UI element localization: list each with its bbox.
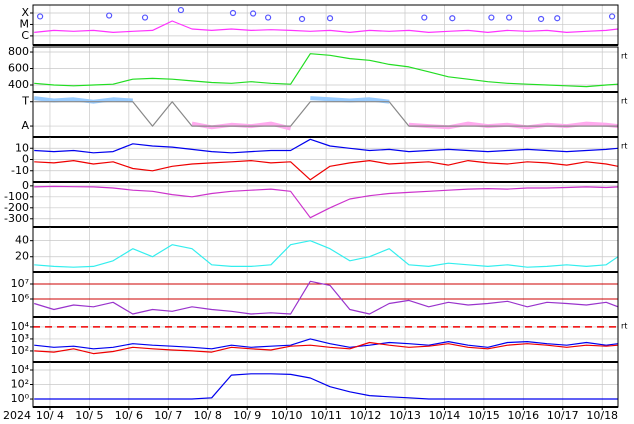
series-line [34,373,618,400]
x-tick-label: 10/ 5 [75,409,103,422]
y-tick-label: 10⁴ [11,363,30,376]
panel: AT rt [21,91,627,138]
event-marker [106,12,113,19]
event-marker [554,15,561,22]
panel-frame [32,316,619,363]
y-tick-label: 10⁷ [11,277,29,290]
series-line [34,185,618,219]
x-tick-label: 10/ 8 [194,409,222,422]
x-tick-label: 10/ 6 [115,409,143,422]
y-tick-label: 40 [15,234,29,247]
y-tick-label: 10⁶ [11,292,30,305]
x-tick-label: 10/ 7 [154,409,182,422]
x-tick-label: 10/12 [350,409,382,422]
series-line [34,138,618,154]
y-tick-label: 800 [8,45,29,58]
event-marker [177,6,185,14]
y-tick-label: 10² [11,344,29,357]
data-area [34,185,618,219]
event-marker [421,14,428,21]
series-line [34,101,618,127]
data-area [34,20,618,33]
y-tick-label: 10 [15,141,29,154]
x-tick-label: 10/13 [389,409,421,422]
data-area [34,53,618,88]
data-area [34,138,618,181]
y-tick-label: -300 [4,212,29,225]
y-tick-label: 10⁰ [11,392,30,405]
event-marker [326,15,334,22]
series-line [34,53,618,88]
x-tick-label: 10/ 9 [233,409,261,422]
year-label: 2024 [3,409,31,422]
data-area [34,373,618,400]
panel: 400 600 800 rt [8,45,627,93]
y-tick-label: C [21,29,29,42]
event-marker [37,13,44,20]
x-tick-label: 10/16 [507,409,539,422]
data-area [34,338,618,355]
data-area [34,240,618,268]
event-marker [488,14,495,21]
x-tick-label: 10/15 [468,409,500,422]
y-tick-label: 400 [8,78,29,91]
y-tick-label: 600 [8,62,29,75]
x-tick-label: 10/14 [429,409,461,422]
y-tick-label: -10 [11,164,29,177]
y-tick-label: 0 [22,153,29,166]
event-marker [250,10,257,17]
series-line [34,20,618,33]
y-tick-label: -200 [4,201,29,214]
panel: CMX [20,4,619,46]
y-tick-label: 0 [22,179,29,192]
series-line [34,240,618,268]
data-area [33,96,618,131]
series-line [34,280,618,315]
y-tick-label: 10² [11,378,29,391]
y-tick-label: -100 [4,190,29,203]
series-line [33,96,390,104]
x-tick-label: 10/ 4 [36,409,64,422]
event-marker [537,15,545,23]
panel-frame [32,226,619,273]
y-tick-label: 20 [15,250,29,263]
series-line [34,341,618,355]
x-tick-label: 10/18 [586,409,618,422]
event-marker [265,14,272,21]
y-tick-label: 10³ [11,332,29,345]
y-tick-label: 10⁴ [11,320,30,333]
panel-frame [32,4,619,46]
right-label: rt [621,322,627,331]
right-label: rt [621,142,627,151]
event-marker [141,14,149,21]
data-area [34,280,618,315]
panel-frame [32,271,619,318]
right-label: rt [621,97,627,106]
y-tick-label: X [21,6,29,19]
event-marker [449,15,456,22]
event-marker [298,15,306,23]
right-label: rt [621,52,627,61]
x-tick-label: 10/10 [271,409,303,422]
y-tick-label: T [21,95,29,108]
y-tick-label: A [21,119,29,132]
series-line [34,338,618,350]
x-tick-label: 10/17 [547,409,579,422]
x-tick-label: 10/11 [310,409,342,422]
event-marker [608,13,616,20]
series-line [34,160,618,181]
y-tick-label: M [20,17,30,30]
event-marker [229,9,237,17]
event-marker [506,14,513,21]
